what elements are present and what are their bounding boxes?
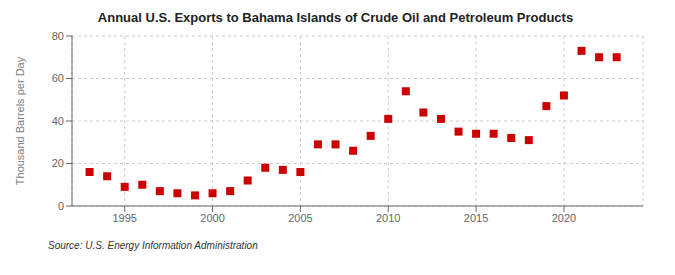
svg-text:2015: 2015 — [464, 212, 488, 224]
svg-text:2000: 2000 — [200, 212, 224, 224]
html-text:Source: U.S. Energy Informatio: Source: U.S. Energy Information Administ… — [48, 240, 258, 251]
svg-text:2005: 2005 — [288, 212, 312, 224]
svg-text:2020: 2020 — [552, 212, 576, 224]
svg-text:40: 40 — [52, 115, 64, 127]
svg-text:0: 0 — [58, 200, 64, 212]
svg-text:80: 80 — [52, 30, 64, 42]
svg-text:20: 20 — [52, 157, 64, 169]
svg-text:1995: 1995 — [112, 212, 136, 224]
svg-text:Thousand Barrels per Day: Thousand Barrels per Day — [14, 56, 26, 185]
html-text:Annual U.S. Exports to Bahama: Annual U.S. Exports to Bahama Islands of… — [97, 10, 574, 25]
svg-text:2010: 2010 — [376, 212, 400, 224]
svg-text:60: 60 — [52, 72, 64, 84]
